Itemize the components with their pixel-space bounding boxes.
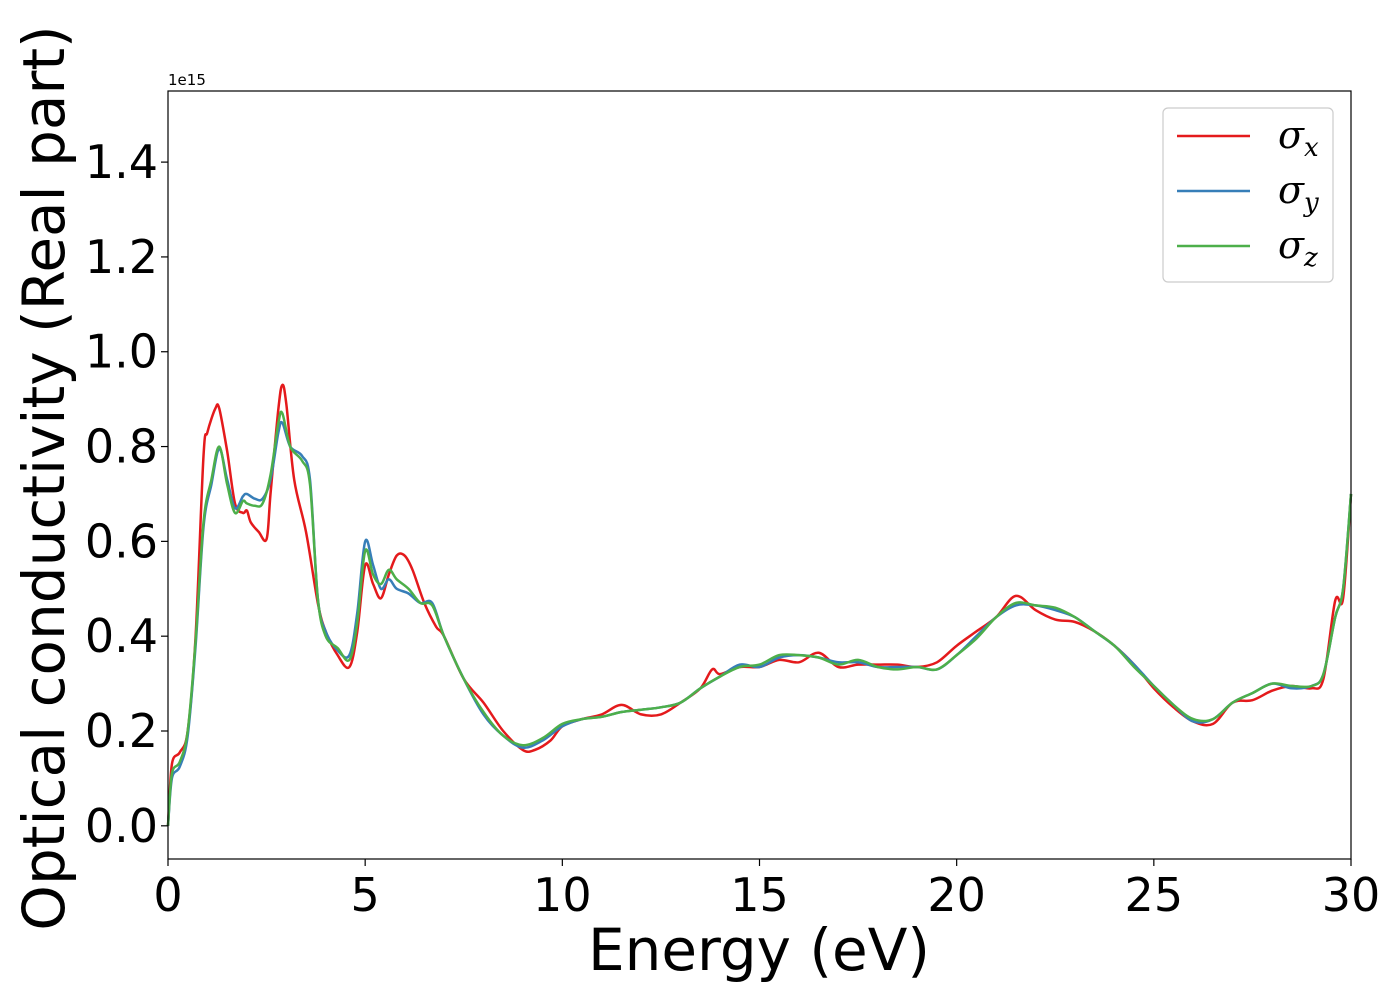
x-tick-label: 5 — [351, 868, 380, 922]
series-line-z — [166, 410, 1353, 826]
y-tick-label: 0.2 — [85, 704, 158, 758]
x-tick-label: 25 — [1125, 868, 1184, 922]
legend-label-y: σy — [1278, 168, 1319, 218]
y-scale-multiplier: 1e15 — [168, 71, 206, 89]
x-axis: 0 5 10 15 20 25 30 — [153, 859, 1380, 922]
x-tick-label: 0 — [153, 868, 182, 922]
x-tick-label: 20 — [927, 868, 986, 922]
y-tick-label: 1.4 — [85, 135, 158, 189]
y-tick-label: 1.0 — [85, 325, 158, 379]
x-axis-title: Energy (eV) — [588, 916, 930, 984]
plot-lines — [166, 383, 1353, 826]
y-axis-title: Optical conductivity (Real part) — [10, 25, 78, 930]
legend-label-z: σz — [1278, 223, 1318, 273]
y-tick-label: 0.4 — [85, 609, 158, 663]
legend-frame — [1162, 107, 1334, 283]
x-tick-label: 15 — [730, 868, 789, 922]
x-tick-label: 10 — [533, 868, 592, 922]
y-tick-label: 0.6 — [85, 514, 158, 568]
x-tick-label: 30 — [1322, 868, 1381, 922]
y-tick-label: 0.8 — [85, 420, 158, 474]
legend-label-x: σx — [1278, 113, 1319, 163]
series-line-x — [166, 383, 1353, 826]
y-tick-label: 0.0 — [85, 799, 158, 853]
y-axis: 0.0 0.2 0.4 0.6 0.8 1.0 1.2 1.4 — [85, 135, 168, 853]
series-line-y — [166, 420, 1353, 826]
y-tick-label: 1.2 — [85, 230, 158, 284]
